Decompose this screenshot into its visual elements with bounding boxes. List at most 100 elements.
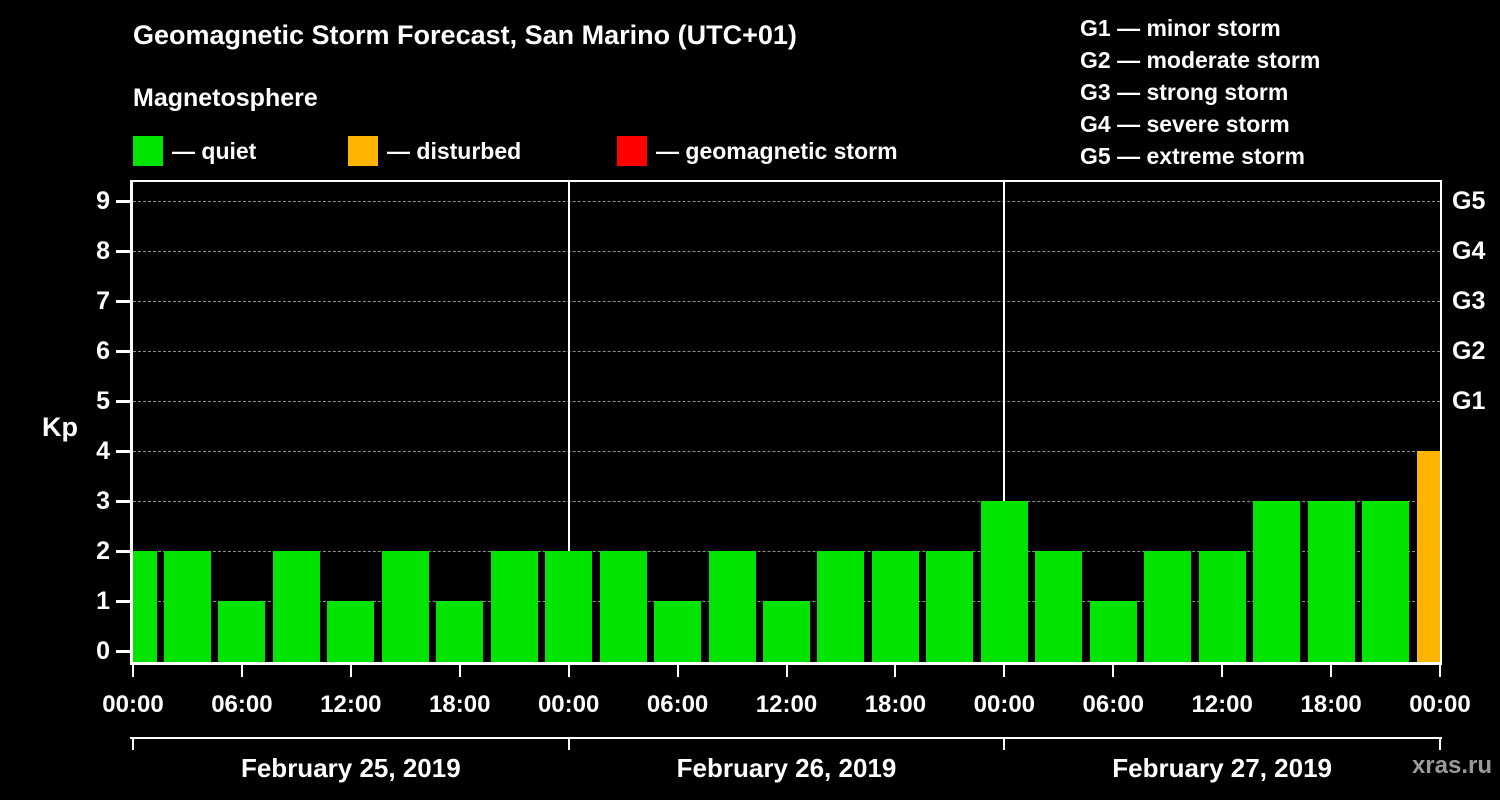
y-tick-label: 0 [96, 637, 110, 665]
y-tick-label: 4 [96, 437, 110, 465]
y-tick-mark [116, 600, 130, 603]
x-tick-mark [567, 665, 570, 677]
y-tick-label: 5 [96, 387, 110, 415]
quiet-swatch-icon [133, 136, 163, 166]
y-tick-label: 9 [96, 187, 110, 215]
x-tick-mark [894, 665, 897, 677]
g-axis-label: G5 [1452, 187, 1486, 215]
date-label: February 25, 2019 [240, 753, 461, 783]
x-tick-mark [1330, 665, 1333, 677]
x-tick-mark [676, 665, 679, 677]
x-tick-label: 00:00 [973, 691, 1036, 718]
x-tick-label: 06:00 [646, 691, 709, 718]
y-tick-mark [116, 250, 130, 253]
gridline [133, 501, 1440, 502]
x-tick-label: 00:00 [1409, 691, 1471, 718]
x-tick-label: 00:00 [537, 691, 600, 718]
plot-area [130, 180, 1442, 665]
g-axis-label: G2 [1452, 337, 1486, 365]
kp-bar [490, 551, 538, 662]
y-tick-label: 2 [96, 537, 110, 565]
kp-bar [980, 501, 1028, 662]
kp-bar [381, 551, 429, 662]
kp-bar [1198, 551, 1246, 662]
x-tick-mark [1221, 665, 1224, 677]
kp-bar [1416, 451, 1440, 662]
kp-bar [163, 551, 211, 662]
day-bracket-tick [567, 737, 570, 750]
gridline [133, 301, 1440, 302]
y-tick-mark [116, 450, 130, 453]
x-tick-label: 12:00 [1191, 691, 1253, 718]
y-tick-label: 7 [96, 287, 110, 315]
kp-bar [133, 551, 157, 662]
y-tick-label: 1 [96, 587, 110, 615]
kp-bar [708, 551, 756, 662]
kp-bar [1307, 501, 1355, 662]
quiet-legend-label: — quiet [172, 138, 257, 164]
day-divider [567, 182, 570, 662]
y-tick-mark [116, 500, 130, 503]
day-bracket-tick [132, 737, 134, 750]
x-tick-label: 06:00 [211, 691, 273, 718]
y-tick-mark [116, 550, 130, 553]
kp-bar [763, 601, 810, 662]
x-tick-mark [785, 665, 788, 677]
page-title: Geomagnetic Storm Forecast, San Marino (… [133, 20, 797, 50]
g2-legend-item: G2 — moderate storm [1080, 47, 1321, 73]
x-tick-label: 18:00 [1300, 691, 1362, 718]
day-bracket-tick [1439, 737, 1441, 750]
kp-bar [327, 601, 375, 662]
x-tick-mark [349, 665, 352, 677]
y-tick-label: 3 [96, 487, 110, 515]
y-tick-mark [116, 400, 130, 403]
disturbed-swatch-icon [348, 136, 378, 166]
kp-bar [817, 551, 865, 662]
gridline [133, 451, 1440, 452]
x-tick-mark [1003, 665, 1006, 677]
g5-legend-item: G5 — extreme storm [1080, 143, 1305, 169]
kp-bar [926, 551, 974, 662]
gridline [133, 551, 1440, 552]
y-tick-mark [116, 300, 130, 303]
g4-legend-item: G4 — severe storm [1080, 111, 1290, 137]
y-tick-label: 8 [96, 237, 110, 265]
kp-bar [545, 551, 593, 662]
gridline [133, 401, 1440, 402]
kp-bar [436, 601, 484, 662]
kp-bar [1089, 601, 1137, 662]
y-tick-mark [116, 350, 130, 353]
x-tick-label: 12:00 [320, 691, 382, 718]
day-divider [1003, 182, 1006, 662]
g-axis-label: G1 [1452, 387, 1486, 415]
kp-bar [218, 601, 266, 662]
g-axis-label: G3 [1452, 287, 1486, 315]
gridline [133, 351, 1440, 352]
g1-legend-item: G1 — minor storm [1080, 15, 1281, 41]
x-tick-mark [240, 665, 243, 677]
y-tick-mark [116, 650, 130, 653]
gridline [133, 251, 1440, 252]
kp-bar [654, 601, 702, 662]
storm-swatch-icon [617, 136, 647, 166]
x-tick-label: 18:00 [864, 691, 927, 718]
date-label: February 27, 2019 [1112, 753, 1332, 783]
kp-bar [871, 551, 919, 662]
day-bracket-tick [1003, 737, 1006, 750]
chart-subtitle: Magnetosphere [133, 84, 318, 112]
g-axis-label: G4 [1452, 237, 1486, 265]
y-axis-title: Kp [42, 412, 78, 442]
kp-bar [272, 551, 320, 662]
disturbed-legend-label: — disturbed [387, 138, 522, 164]
y-tick-label: 6 [96, 337, 110, 365]
x-tick-label: 18:00 [429, 691, 491, 718]
kp-bar [1035, 551, 1083, 662]
y-tick-mark [116, 200, 130, 203]
watermark: xras.ru [1411, 752, 1492, 779]
day-bracket-line [130, 737, 1442, 739]
x-tick-mark [458, 665, 461, 677]
x-tick-label: 00:00 [102, 691, 164, 718]
x-tick-label: 06:00 [1082, 691, 1144, 718]
kp-bar [1362, 501, 1410, 662]
